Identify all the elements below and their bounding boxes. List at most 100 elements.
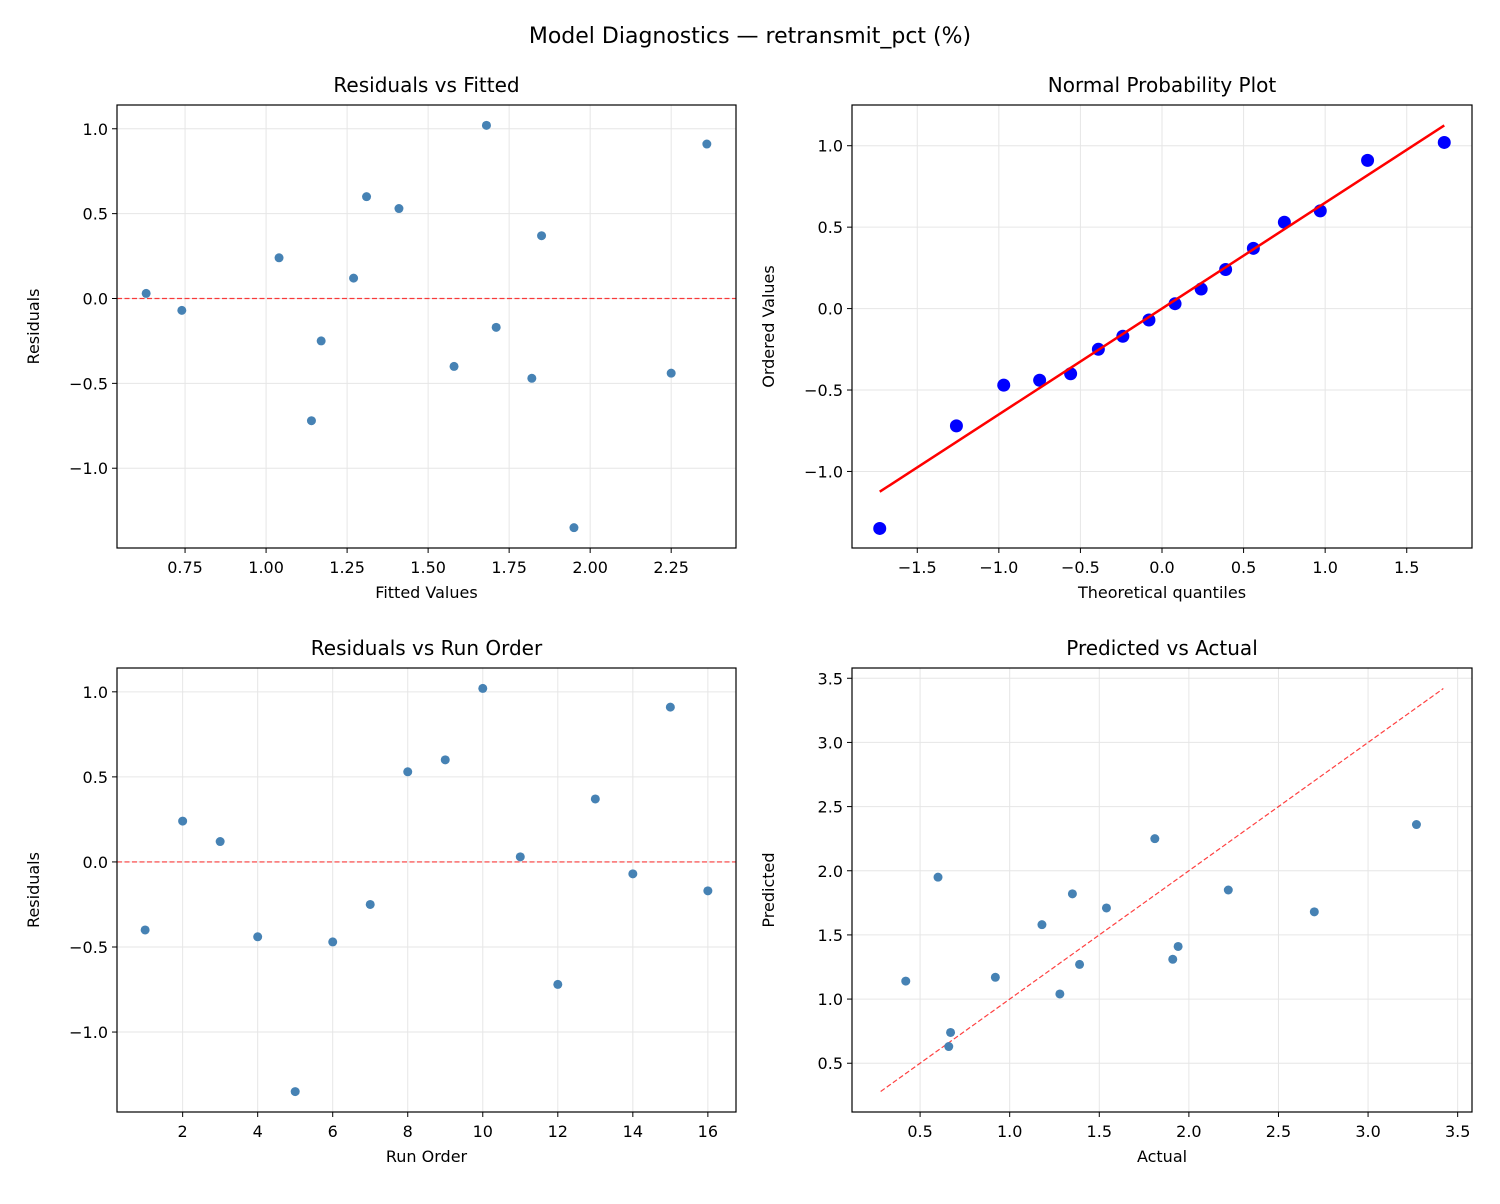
y-axis-label: Residuals [24,289,43,365]
axes-frame [116,667,737,1113]
x-tick-label: 0.5 [1231,558,1256,577]
subplot-resid-order: 2 4 6 8 10 12 14 16 −1.0 −0.5 0.0 0.5 1.0 Residuals v… [24,636,737,1166]
data-point [403,767,413,777]
x-tick-label: 0.0 [1149,558,1174,577]
x-tick-label: 3.5 [1445,1122,1470,1141]
data-point [933,872,943,882]
subplot-title: Normal Probability Plot [1048,73,1277,97]
data-point [569,523,579,533]
data-point [328,937,338,947]
y-tick-label: 0.5 [83,205,108,224]
data-point [702,139,712,149]
data-point [944,1042,954,1052]
subplot-title: Residuals vs Run Order [311,636,543,660]
data-point [901,976,911,986]
x-tick-label: 4 [253,1122,263,1141]
data-point [703,886,713,896]
data-point [1437,135,1451,149]
data-point [1150,834,1160,844]
data-point [537,231,547,241]
y-axis-label: Ordered Values [759,265,778,387]
y-tick-label: −0.5 [804,381,843,400]
y-tick-label: 1.0 [818,990,843,1009]
subplot-normal-prob: −1.5 −1.0 −0.5 0.0 0.5 1.0 1.5 −1.0 −0.5 0.0 0.5 1.… [759,73,1473,602]
x-tick-label: 3.0 [1355,1122,1380,1141]
data-point [1075,959,1085,969]
data-point [873,521,887,535]
y-tick-label: −0.5 [69,938,108,957]
y-tick-label: 2.0 [818,862,843,881]
x-tick-label: 1.50 [410,558,446,577]
data-point [1037,920,1047,930]
data-point [1309,907,1319,917]
y-tick-label: −1.0 [69,1023,108,1042]
data-point [997,378,1011,392]
data-point [394,204,404,214]
x-tick-label: 12 [548,1122,568,1141]
y-tick-label: 0.0 [83,289,108,308]
x-axis-label: Run Order [386,1147,468,1166]
x-axis-label: Theoretical quantiles [1077,583,1246,602]
data-point [1055,989,1065,999]
data-point [316,336,326,346]
x-tick-label: 2.00 [572,558,608,577]
data-point [553,979,563,989]
y-tick-label: 3.5 [818,669,843,688]
x-tick-label: 2.0 [1176,1122,1201,1141]
axes-frame [851,104,1473,549]
data-point [141,288,151,298]
y-tick-label: 0.5 [83,768,108,787]
y-tick-label: −1.0 [69,459,108,478]
data-point [666,368,676,378]
x-tick-label: −0.5 [1061,558,1100,577]
x-tick-label: 1.75 [491,558,527,577]
data-point [215,837,225,847]
data-point [491,322,501,332]
y-tick-label: 0.0 [83,853,108,872]
data-point [1173,941,1183,951]
x-tick-label: 6 [328,1122,338,1141]
y-tick-label: 1.5 [818,926,843,945]
x-tick-label: 1.00 [248,558,284,577]
data-point [1361,153,1375,167]
data-point [178,816,188,826]
x-tick-label: 1.0 [997,1122,1022,1141]
data-point [274,253,284,263]
x-axis-label: Actual [1137,1147,1187,1166]
x-tick-label: 8 [403,1122,413,1141]
y-tick-label: 0.0 [818,300,843,319]
x-tick-label: 2.5 [1266,1122,1291,1141]
y-tick-label: 3.0 [818,733,843,752]
x-tick-label: 16 [698,1122,718,1141]
x-tick-label: 0.5 [907,1122,932,1141]
data-point [1067,889,1077,899]
figure-title: Model Diagnostics — retransmit_pct (%) [529,24,971,49]
data-point [253,932,263,942]
subplot-title: Predicted vs Actual [1066,636,1258,660]
data-point [665,702,675,712]
data-point [478,683,488,693]
data-point [1277,215,1291,229]
fit-line [879,124,1445,493]
subplot-resid-fitted: 0.75 1.00 1.25 1.50 1.75 2.00 2.25 −1.0 −0.5 0.0 0… [24,73,737,602]
data-point [349,273,359,283]
y-tick-label: −1.0 [804,462,843,481]
data-point [1142,313,1156,327]
data-point [515,852,525,862]
data-point [481,120,491,130]
data-point [990,972,1000,982]
data-point [590,794,600,804]
y-tick-label: 0.5 [818,218,843,237]
subplot-pred-actual: 0.5 1.0 1.5 2.0 2.5 3.0 3.5 0.5 1.0 1.5 2.0 2.5 3.0 3… [759,636,1473,1166]
y-tick-label: 1.0 [83,683,108,702]
y-tick-label: 0.5 [818,1054,843,1073]
y-axis-label: Residuals [24,852,43,928]
data-point [1223,885,1233,895]
data-point [449,361,459,371]
y-axis-label: Predicted [759,852,778,927]
x-tick-label: 1.25 [329,558,365,577]
x-tick-label: 10 [473,1122,493,1141]
data-point [177,305,187,315]
y-tick-label: 1.0 [818,137,843,156]
